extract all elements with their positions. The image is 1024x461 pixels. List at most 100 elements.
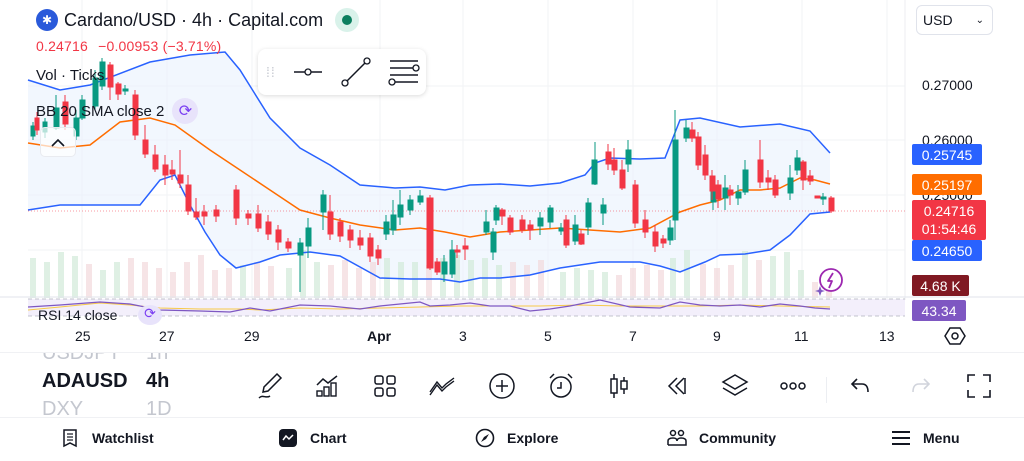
horizontal-line-icon — [294, 68, 322, 76]
undo-button[interactable] — [843, 369, 877, 403]
time-axis-label: Apr — [367, 328, 392, 344]
chevron-down-icon: ⌄ — [975, 14, 984, 26]
refresh-icon[interactable]: ⟳ — [138, 305, 162, 325]
watchlist-icon — [63, 429, 77, 448]
horizontal-line-tool[interactable] — [288, 54, 328, 90]
symbol-name: ADAUSD — [42, 369, 128, 392]
time-axis-label: 11 — [794, 328, 809, 344]
layouts-button[interactable] — [368, 369, 402, 403]
symbol-name: USDJPY — [42, 353, 146, 365]
nav-menu[interactable]: Menu — [891, 428, 960, 448]
chart-pane[interactable]: ✱ Cardano/USD · 4h · Capital.com 0.24716… — [0, 0, 1024, 350]
collapse-legend-button[interactable] — [40, 127, 76, 157]
time-axis-label: 7 — [629, 328, 637, 344]
fullscreen-icon — [967, 374, 991, 398]
time-axis-label: 13 — [879, 328, 895, 344]
bb-upper-tag: 0.25745 — [912, 144, 982, 165]
indicators-chart-icon — [316, 375, 338, 397]
community-icon — [667, 429, 687, 446]
chart-type-button[interactable] — [602, 369, 636, 403]
volume-tag: 4.68 K — [912, 275, 969, 296]
drawing-favorites-toolbar: ⁞⁞ — [258, 49, 426, 95]
trend-line-tool[interactable] — [336, 54, 376, 90]
pencil-icon — [258, 372, 283, 399]
last-price: 0.24716 — [36, 38, 89, 54]
fib-retracement-icon — [388, 60, 420, 86]
nav-label: Chart — [310, 430, 347, 446]
nav-label: Explore — [507, 430, 559, 446]
replay-button[interactable] — [660, 369, 694, 403]
indicator-label: Vol · Ticks — [36, 67, 105, 84]
nav-label: Community — [699, 430, 776, 446]
bar-countdown: 01:54:46 — [921, 221, 977, 237]
last-price-value: 0.24716 — [923, 203, 975, 219]
time-axis-label: 27 — [159, 328, 175, 344]
trend-line-icon — [341, 57, 371, 87]
plus-circle-icon — [489, 373, 515, 399]
layers-icon — [721, 374, 749, 396]
indicator-bollinger[interactable]: BB 20 SMA close 2 ⟳ — [36, 98, 359, 124]
lightning-sparkle-icon — [815, 268, 843, 296]
indicator-volume[interactable]: Vol · Ticks — [36, 67, 359, 84]
candlestick-chart[interactable] — [0, 0, 1024, 350]
nav-watchlist[interactable]: Watchlist — [60, 428, 154, 448]
rewind-icon — [667, 377, 686, 395]
chevron-up-icon — [51, 138, 65, 147]
time-axis-label: 5 — [544, 328, 552, 344]
rsi-indicator-label[interactable]: RSI 14 close — [38, 307, 118, 323]
fib-retracement-tool[interactable] — [384, 54, 424, 90]
currency-select[interactable]: USD ⌄ — [916, 5, 993, 35]
time-axis-label: 9 — [713, 328, 721, 344]
redo-button[interactable] — [904, 369, 938, 403]
symbol-option[interactable]: USDJPY 1h — [42, 353, 182, 367]
price-axis-label: 0.27000 — [922, 77, 973, 93]
symbol-title[interactable]: Cardano/USD · 4h · Capital.com — [64, 9, 324, 30]
drag-handle-icon[interactable]: ⁞⁞ — [266, 64, 276, 80]
bottom-navigation: Watchlist Chart Explore Community Menu — [0, 418, 1024, 461]
bottom-toolbar: USDJPY 1h ADAUSD 4h DXY 1D — [0, 352, 1024, 419]
fullscreen-button[interactable] — [962, 369, 996, 403]
market-status-icon[interactable] — [335, 8, 360, 32]
add-symbol-button[interactable] — [485, 369, 519, 403]
layers-button[interactable] — [718, 369, 752, 403]
redo-icon — [912, 378, 931, 393]
bb-lower-line — [27, 174, 831, 283]
nav-label: Menu — [923, 430, 960, 446]
bb-basis-line — [27, 117, 831, 238]
toolbar-divider — [826, 377, 827, 403]
alert-button[interactable] — [544, 369, 578, 403]
price-change: −0.00953 (−3.71%) — [98, 38, 222, 54]
ai-assistant-button[interactable] — [814, 267, 844, 297]
compare-lines-icon — [429, 377, 455, 396]
nav-community[interactable]: Community — [667, 428, 776, 448]
indicators-button[interactable] — [310, 369, 344, 403]
draw-button[interactable] — [253, 369, 287, 403]
grid-icon — [374, 375, 396, 397]
symbol-option-selected[interactable]: ADAUSD 4h — [42, 367, 182, 395]
bb-basis-tag: 0.25197 — [912, 174, 982, 195]
indicator-label: BB 20 SMA close 2 — [36, 102, 165, 120]
rsi-line — [27, 299, 831, 313]
nav-explore[interactable]: Explore — [475, 428, 558, 448]
more-button[interactable] — [776, 369, 810, 403]
nav-chart[interactable]: Chart — [278, 428, 347, 448]
volume-bars — [30, 250, 832, 298]
cardano-logo-icon: ✱ — [36, 9, 58, 31]
chart-settings-button[interactable] — [944, 325, 966, 347]
price-row: 0.24716 −0.00953 (−3.71%) — [36, 38, 359, 54]
last-price-tag: 0.24716 01:54:46 — [912, 200, 986, 240]
nav-label: Watchlist — [92, 430, 154, 446]
rsi-tag: 43.34 — [912, 300, 966, 321]
symbol-option[interactable]: DXY 1D — [42, 395, 182, 420]
time-axis-label: 29 — [244, 328, 260, 344]
compare-button[interactable] — [425, 369, 459, 403]
bb-upper-line — [27, 51, 831, 191]
refresh-icon[interactable]: ⟳ — [172, 98, 199, 124]
symbol-name: DXY — [42, 397, 84, 420]
timeframe: 1h — [146, 353, 168, 365]
time-axis-label: 25 — [75, 328, 91, 344]
symbol-timeframe-picker[interactable]: USDJPY 1h ADAUSD 4h DXY 1D — [42, 353, 182, 419]
candles-icon — [610, 374, 628, 398]
timeframe: 1D — [146, 397, 172, 420]
